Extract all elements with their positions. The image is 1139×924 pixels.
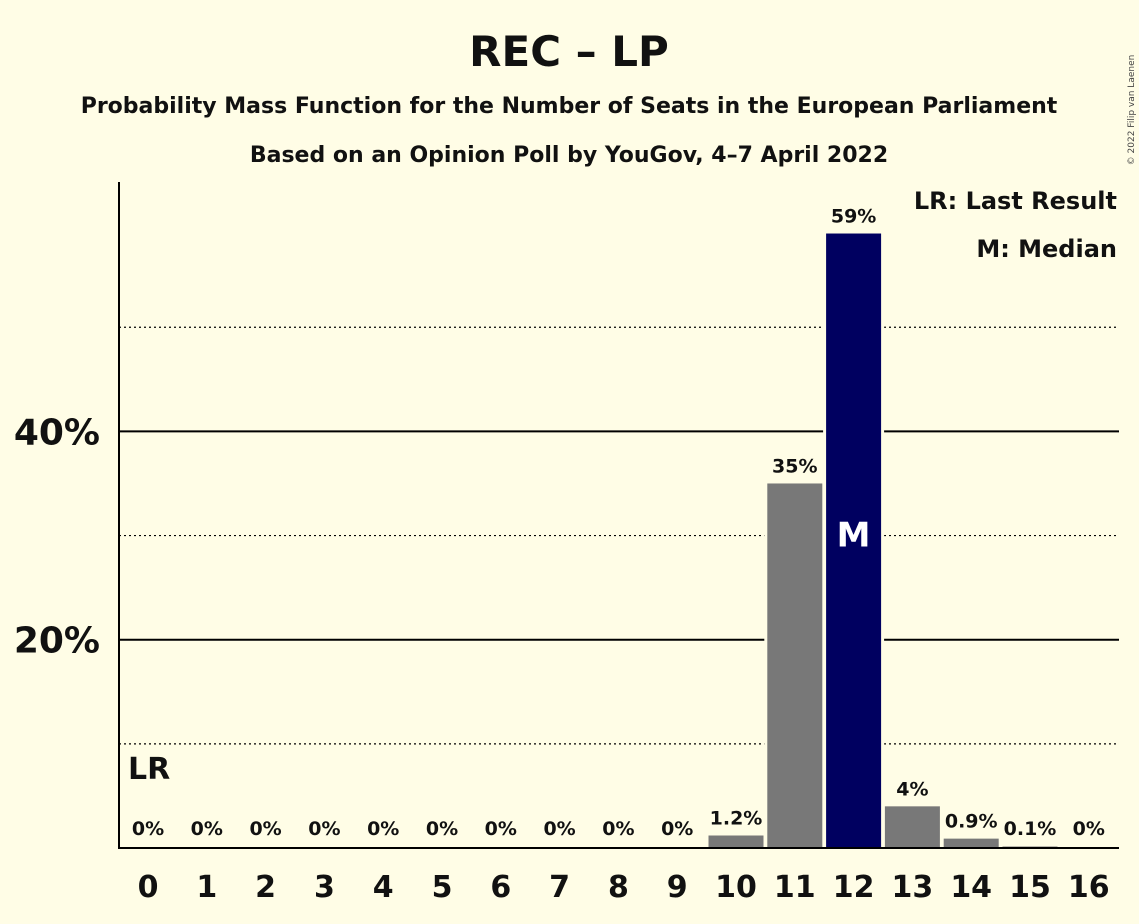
- bar-seat-14: [943, 838, 999, 848]
- x-tick-label: 10: [715, 870, 757, 905]
- x-tick-label: 6: [490, 870, 511, 905]
- x-tick-label: 0: [138, 870, 159, 905]
- bar-seat-10: [708, 835, 764, 848]
- bar-seat-11: [767, 483, 823, 848]
- x-tick-label: 16: [1068, 870, 1110, 905]
- chart-subtitle: Probability Mass Function for the Number…: [81, 94, 1058, 119]
- bar-seat-12: [826, 233, 882, 848]
- data-label: 0%: [543, 818, 575, 840]
- x-tick-labels: 0 1 2 3 4 5 6 7 8 9 10 11 12 13 14 15 16: [138, 870, 1110, 905]
- data-label: 0%: [308, 818, 340, 840]
- legend-last-result: LR: Last Result: [914, 187, 1117, 215]
- x-tick-label: 14: [950, 870, 992, 905]
- median-marker: M: [837, 516, 871, 556]
- chart-subtitle-poll: Based on an Opinion Poll by YouGov, 4–7 …: [250, 143, 888, 168]
- x-tick-label: 2: [255, 870, 276, 905]
- data-label: 0%: [249, 818, 281, 840]
- legend-median: M: Median: [976, 235, 1117, 263]
- y-tick-label: 20%: [14, 621, 100, 662]
- x-tick-label: 5: [432, 870, 453, 905]
- x-tick-label: 13: [892, 870, 934, 905]
- data-labels: 0% 0% 0% 0% 0% 0% 0% 0% 0% 0% 1.2% 35% M 59% 4% 0.9% 0.1…: [128, 206, 1105, 840]
- data-label: 0%: [132, 818, 164, 840]
- x-tick-label: 9: [667, 870, 688, 905]
- data-label: 0%: [191, 818, 223, 840]
- data-label: 35%: [772, 455, 817, 477]
- x-tick-label: 11: [774, 870, 816, 905]
- data-label: 0.1%: [1004, 818, 1057, 840]
- data-label: 0.9%: [945, 811, 998, 833]
- y-tick-label: 40%: [14, 412, 100, 453]
- x-tick-label: 15: [1009, 870, 1051, 905]
- data-label: 4%: [896, 778, 928, 800]
- x-tick-label: 8: [608, 870, 629, 905]
- y-tick-labels: 20% 40%: [14, 412, 100, 661]
- x-tick-label: 12: [833, 870, 875, 905]
- data-label: 1.2%: [710, 808, 763, 830]
- data-label: 0%: [426, 818, 458, 840]
- data-label: 0%: [602, 818, 634, 840]
- x-tick-label: 7: [549, 870, 570, 905]
- data-label: 0%: [661, 818, 693, 840]
- data-label: 0%: [485, 818, 517, 840]
- gridlines: [119, 326, 1119, 745]
- x-tick-label: 4: [373, 870, 394, 905]
- bars: [705, 232, 1061, 848]
- chart-title: REC – LP: [469, 27, 669, 76]
- x-tick-label: 1: [196, 870, 217, 905]
- data-label: 0%: [1073, 818, 1105, 840]
- copyright-text: © 2022 Filip van Laenen: [1127, 55, 1137, 166]
- data-label: 59%: [831, 206, 876, 228]
- last-result-marker: LR: [128, 752, 170, 787]
- x-tick-label: 3: [314, 870, 335, 905]
- data-label: 0%: [367, 818, 399, 840]
- bar-seat-13: [884, 806, 940, 848]
